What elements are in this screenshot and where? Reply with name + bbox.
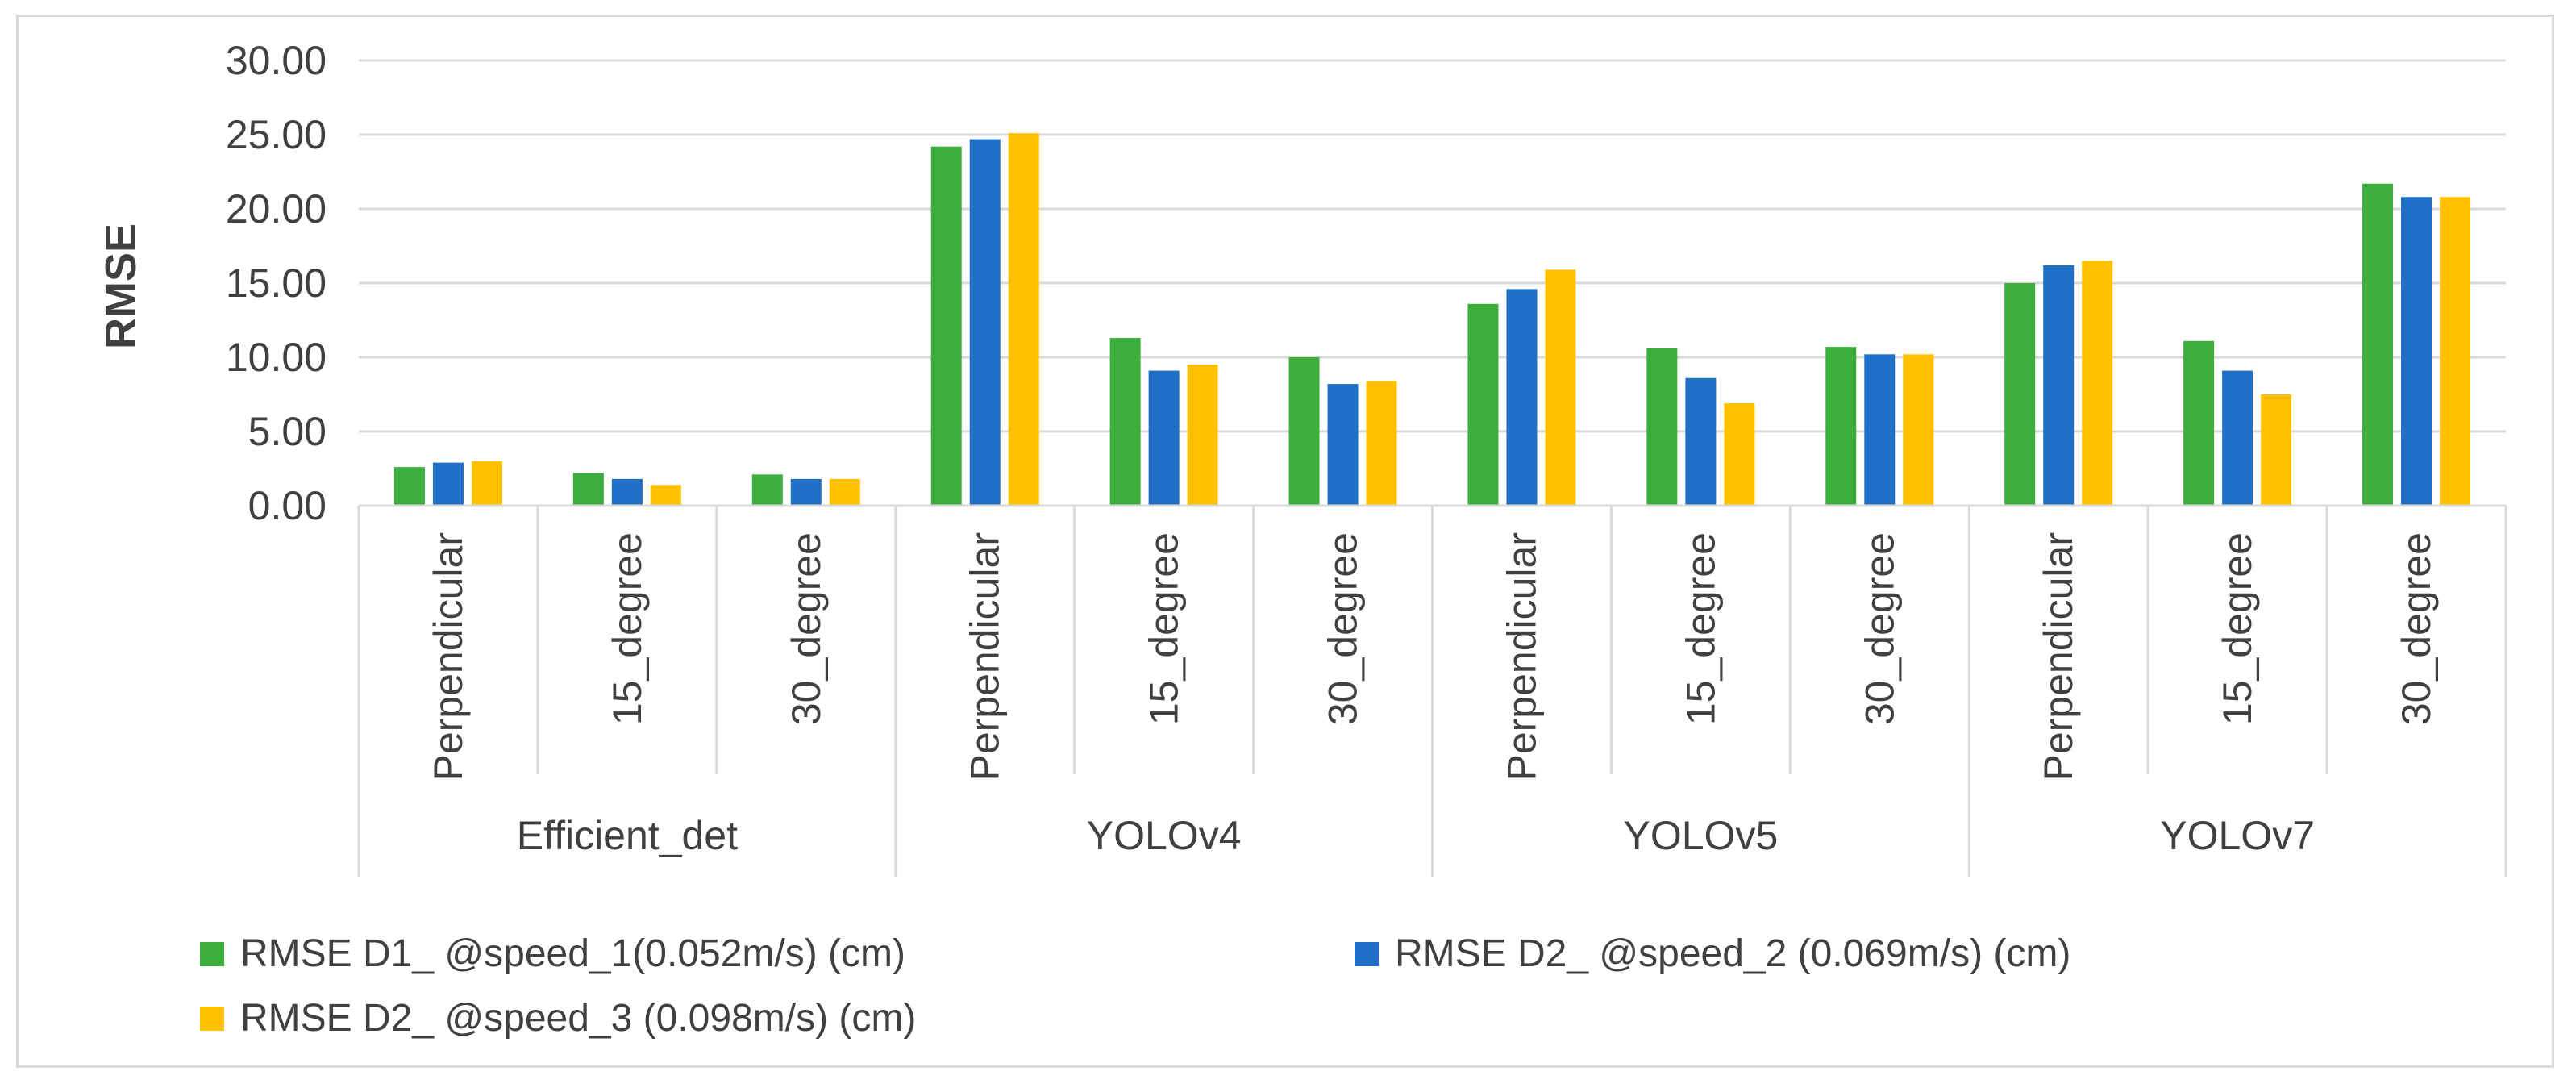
bar [1864,354,1896,506]
category-axis [357,504,2507,877]
bar [1903,354,1934,506]
group-label: YOLOv7 [2160,813,2315,858]
legend-label: RMSE D1_ @speed_1(0.052m/s) (cm) [240,932,905,975]
y-tick-label: 0.00 [248,483,327,528]
bar [432,462,464,506]
y-tick-label: 15.00 [226,261,327,306]
bar [1685,377,1717,506]
bar [1008,133,1039,506]
category-label: 15_degree [1678,532,1723,725]
y-tick-label: 30.00 [226,38,327,83]
bar [1646,348,1678,506]
bar [2440,197,2471,506]
legend-swatch [200,942,224,966]
bar [2183,340,2215,506]
legend-swatch [200,1007,224,1031]
legend: RMSE D1_ @speed_1(0.052m/s) (cm) RMSE D2_… [200,932,2070,1040]
y-tick-labels: 0.00 5.00 10.00 15.00 20.00 25.00 30.00 [226,38,327,528]
bar [1825,347,1857,506]
bars [393,133,2471,506]
legend-swatch [1355,942,1379,966]
group-label: YOLOv4 [1087,813,1242,858]
category-label: Perpendicular [426,532,471,782]
bar [790,478,822,506]
bar [930,146,962,506]
bar [751,474,783,506]
bar [969,139,1001,506]
bar [611,478,643,506]
category-label: Perpendicular [2036,532,2081,782]
bar [1366,381,1397,506]
y-tick-label: 10.00 [226,335,327,380]
bar [1109,338,1141,506]
category-label: Perpendicular [1499,532,1544,782]
bar [1288,357,1320,506]
bar [2082,261,2113,506]
bar [393,467,425,506]
category-label: 30_degree [2394,532,2439,725]
bar [829,478,860,506]
bar [2401,197,2432,506]
y-tick-label: 25.00 [226,112,327,157]
bar [1467,303,1499,506]
bar [2043,265,2075,506]
bar [2362,183,2394,506]
bar [650,485,681,506]
bar [572,473,604,506]
category-labels: Perpendicular 15_degree 30_degree Perpendic… [426,532,2439,782]
bar [1506,289,1538,506]
group-labels: Efficient_det YOLOv4 YOLOv5 YOLOv7 [517,813,2315,858]
chart-frame [16,15,2554,1068]
bar [2222,370,2253,506]
y-tick-label: 20.00 [226,186,327,231]
bar [1148,370,1180,506]
group-label: YOLOv5 [1624,813,1779,858]
legend-label: RMSE D2_ @speed_3 (0.098m/s) (cm) [240,997,916,1040]
bar [1327,384,1359,506]
category-label: 30_degree [1857,532,1902,725]
group-label: Efficient_det [517,813,738,858]
legend-label: RMSE D2_ @speed_2 (0.069m/s) (cm) [1395,932,2070,975]
y-tick-label: 5.00 [248,409,327,454]
category-label: Perpendicular [963,532,1008,782]
bar [2004,283,2036,506]
category-label: 15_degree [1142,532,1187,725]
bar [471,461,502,506]
bar [1724,403,1755,506]
bar [2261,394,2292,506]
bar [1187,365,1218,506]
bar [1545,269,1576,506]
category-label: 30_degree [784,532,829,725]
category-label: 15_degree [605,532,650,725]
y-axis-label: RMSE [97,223,145,349]
category-label: 15_degree [2215,532,2260,725]
category-label: 30_degree [1321,532,1366,725]
